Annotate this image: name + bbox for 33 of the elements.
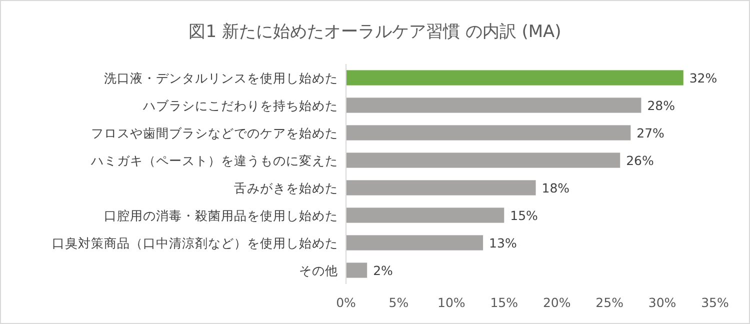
data-label: 18%	[542, 180, 570, 196]
y-tick-label: 口臭対策商品（口中清涼剤など）を使用し始めた	[52, 235, 338, 250]
data-label: 32%	[689, 70, 718, 86]
x-tick-label: 35%	[701, 295, 730, 310]
y-tick-label: ハミガキ（ペースト）を違うものに変えた	[90, 152, 338, 168]
y-tick-label: 口腔用の消毒・殺菌用品を使用し始めた	[104, 208, 338, 223]
bar	[346, 235, 484, 250]
data-label: 28%	[647, 98, 676, 113]
bar	[346, 125, 631, 140]
bar	[346, 208, 504, 223]
x-tick-label: 0%	[336, 295, 356, 310]
bar	[346, 180, 536, 196]
bar	[346, 262, 368, 278]
x-tick-label: 30%	[648, 295, 676, 310]
x-tick-label: 15%	[490, 295, 518, 310]
data-label: 15%	[510, 208, 538, 223]
x-tick-label: 25%	[596, 295, 624, 310]
data-label: 27%	[636, 125, 665, 140]
y-tick-label: その他	[299, 262, 338, 278]
x-tick-label: 20%	[542, 295, 571, 310]
bar	[346, 98, 642, 113]
bar	[346, 70, 684, 86]
data-label: 13%	[489, 235, 517, 250]
x-tick-label: 5%	[388, 295, 409, 310]
y-tick-label: フロスや歯間ブラシなどでのケアを始めた	[91, 125, 338, 140]
x-tick-label: 10%	[438, 295, 466, 310]
y-tick-label: 舌みがきを始めた	[234, 180, 338, 196]
y-tick-label: 洗口液・デンタルリンスを使用し始めた	[104, 70, 338, 86]
data-label: 2%	[373, 262, 394, 278]
chart-title: 図1 新たに始めたオーラルケア習慣 の内訳 (MA)	[188, 22, 562, 42]
bar	[346, 152, 620, 168]
y-tick-label: ハブラシにこだわりを持ち始めた	[142, 98, 338, 113]
data-label: 26%	[626, 152, 654, 168]
